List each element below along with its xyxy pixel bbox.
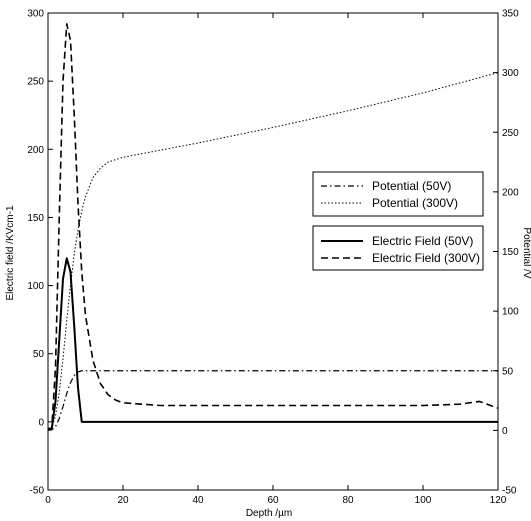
y-left-tick-label: -50 <box>30 486 45 497</box>
x-tick-label: 0 <box>45 495 51 506</box>
legend-label-potential-50v: Potential (50V) <box>372 179 451 193</box>
y-right-tick-label: -50 <box>502 486 517 497</box>
legend-potential: Potential (50V) Potential (300V) <box>312 171 484 217</box>
legend-field-box <box>312 225 484 271</box>
y-right-tick-label: 100 <box>502 307 519 318</box>
series-line-ef300 <box>48 23 499 430</box>
x-tick-label: 100 <box>415 495 432 506</box>
legend-potential-box <box>312 171 484 217</box>
y-left-tick-label: 50 <box>33 349 45 360</box>
series-line-pot300 <box>47 72 499 431</box>
y-left-tick-label: 200 <box>27 145 44 156</box>
y-left-tick-label: 0 <box>38 417 44 428</box>
y-right-tick-label: 350 <box>502 9 519 20</box>
y-left-tick-label: 300 <box>27 9 44 20</box>
ticks-layer: 0 20 40 60 80 100 120-50050100150200250300-500… <box>27 9 519 507</box>
y-right-tick-label: 200 <box>502 187 519 198</box>
series-layer <box>47 23 499 431</box>
x-tick-label: 80 <box>342 495 354 506</box>
y-right-tick-label: 150 <box>502 247 519 258</box>
y-right-tick-label: 0 <box>502 426 508 437</box>
y-axis-left-label: Electric field /KVcm-1 <box>5 205 16 300</box>
legend-label-potential-300v: Potential (300V) <box>372 196 458 210</box>
y-right-tick-label: 300 <box>502 68 519 79</box>
legend-field: Electric Field (50V) Electric Field (300… <box>312 225 484 271</box>
legend-label-field-50v: Electric Field (50V) <box>372 234 473 248</box>
y-right-tick-label: 250 <box>502 128 519 139</box>
legend-label-field-300v: Electric Field (300V) <box>372 251 480 265</box>
y-right-tick-label: 50 <box>502 366 514 377</box>
y-left-tick-label: 150 <box>27 213 44 224</box>
y-left-tick-label: 100 <box>27 281 44 292</box>
x-tick-label: 120 <box>490 495 507 506</box>
series-line-ef50 <box>48 257 498 430</box>
x-tick-label: 20 <box>117 495 129 506</box>
y-axis-right-label: Potential /V <box>521 227 531 278</box>
x-axis-label: Depth /µm <box>246 508 292 519</box>
x-tick-label: 40 <box>192 495 204 506</box>
x-tick-label: 60 <box>267 495 279 506</box>
y-left-tick-label: 250 <box>27 77 44 88</box>
